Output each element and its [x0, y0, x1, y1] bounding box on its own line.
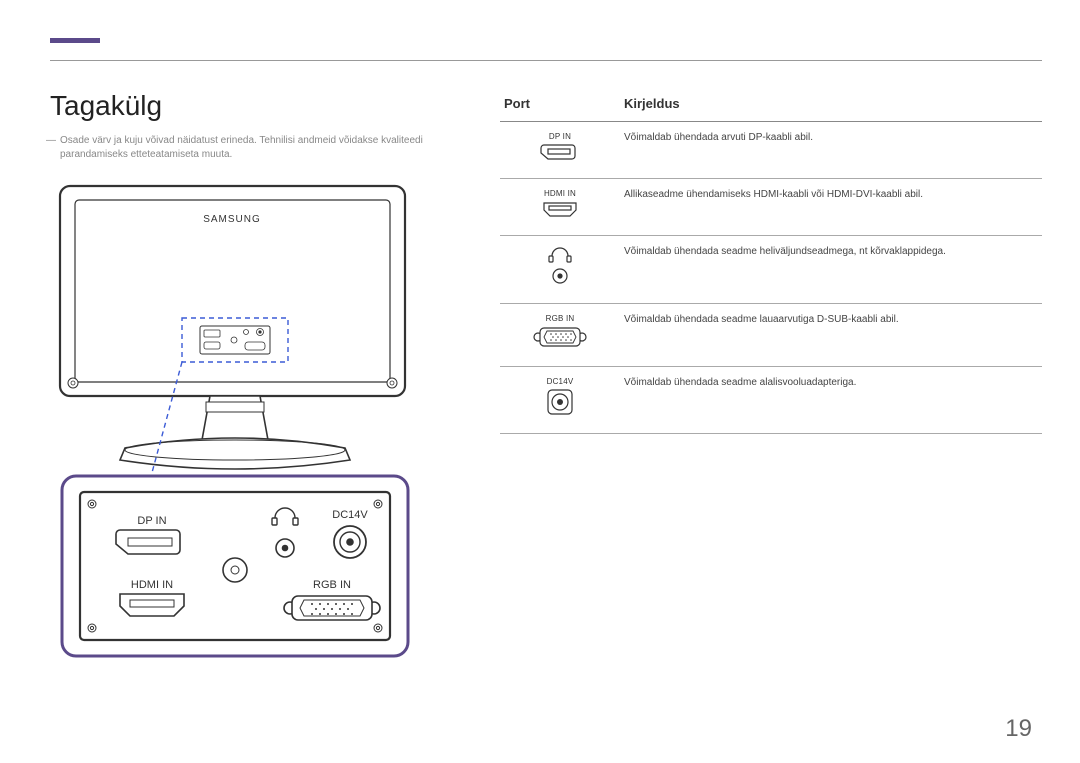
port-description: Allikaseadme ühendamiseks HDMI-kaabli võ…: [620, 179, 1042, 236]
svg-text:DC14V: DC14V: [332, 509, 368, 521]
header-desc: Kirjeldus: [620, 90, 1042, 122]
right-column: Port Kirjeldus DP IN Võimaldab ühendada a…: [500, 90, 1042, 434]
port-cell: DP IN: [500, 122, 620, 179]
svg-text:RGB IN: RGB IN: [313, 579, 351, 591]
hdmi-icon: [540, 210, 580, 221]
port-cell: RGB IN: [500, 304, 620, 367]
port-cell: HDMI IN: [500, 179, 620, 236]
port-description: Võimaldab ühendada seadme alalisvooluada…: [620, 367, 1042, 434]
dp-icon: [540, 153, 580, 164]
port-label: RGB IN: [504, 314, 616, 323]
svg-text:HDMI IN: HDMI IN: [131, 579, 173, 591]
section-title: Tagakülg: [50, 90, 470, 122]
hp-icon: [545, 278, 575, 289]
brand-text: SAMSUNG: [203, 214, 261, 225]
table-row: Võimaldab ühendada seadme heliväljundsea…: [500, 236, 1042, 304]
port-description: Võimaldab ühendada seadme heliväljundsea…: [620, 236, 1042, 304]
port-detail-illustration: DP IN HDMI IN DC14V RGB IN: [50, 470, 420, 670]
table-row: HDMI IN Allikaseadme ühendamiseks HDMI-ka…: [500, 179, 1042, 236]
svg-text:DP IN: DP IN: [137, 515, 166, 527]
port-description-table: Port Kirjeldus DP IN Võimaldab ühendada a…: [500, 90, 1042, 434]
port-description: Võimaldab ühendada seadme lauaarvutiga D…: [620, 304, 1042, 367]
top-rule: [50, 60, 1042, 61]
header-port: Port: [500, 90, 620, 122]
port-cell: [500, 236, 620, 304]
vga-icon: [532, 341, 588, 352]
port-label: HDMI IN: [504, 189, 616, 198]
accent-bar: [50, 38, 100, 43]
dc-icon: [546, 408, 574, 419]
left-column: Tagakülg Osade värv ja kuju võivad näida…: [50, 90, 470, 670]
table-row: RGB IN Võimaldab ühendada seadme lauaarvu…: [500, 304, 1042, 367]
note-text: Osade värv ja kuju võivad näidatust erin…: [50, 134, 470, 162]
port-label: DC14V: [504, 377, 616, 386]
port-label: DP IN: [504, 132, 616, 141]
port-cell: DC14V: [500, 367, 620, 434]
table-row: DC14V Võimaldab ühendada seadme alalisvoo…: [500, 367, 1042, 434]
page-number: 19: [1005, 715, 1032, 743]
page-content: Tagakülg Osade värv ja kuju võivad näida…: [50, 90, 1042, 743]
port-description: Võimaldab ühendada arvuti DP-kaabli abil…: [620, 122, 1042, 179]
monitor-rear-illustration: SAMSUNG: [50, 180, 420, 480]
table-row: DP IN Võimaldab ühendada arvuti DP-kaabli…: [500, 122, 1042, 179]
